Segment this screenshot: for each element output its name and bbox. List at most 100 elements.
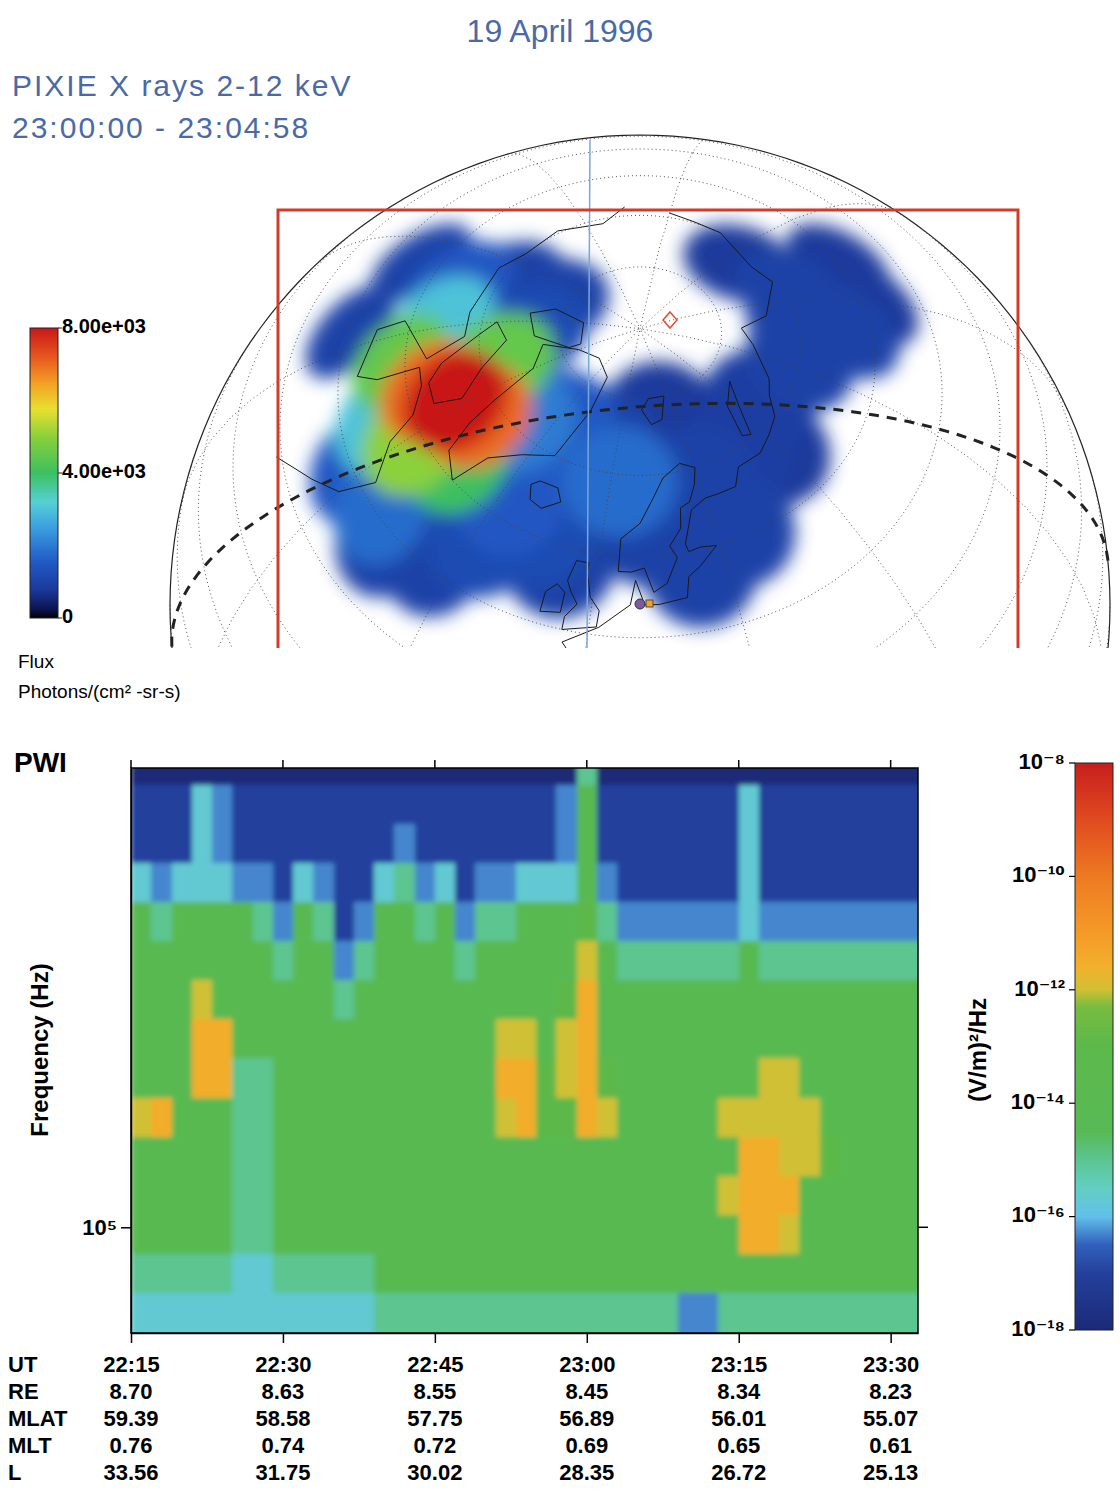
spectrogram-cell — [232, 768, 253, 785]
spectrogram-cell — [881, 901, 902, 941]
spectrogram-cell — [881, 1097, 902, 1137]
spectrogram-cell — [658, 1136, 679, 1176]
spectrogram-cell — [536, 1097, 557, 1137]
spectrogram-cell — [131, 1058, 152, 1098]
spectrogram-cell — [192, 1097, 213, 1137]
spectrogram-cell — [354, 1058, 375, 1098]
spectrogram-cell — [435, 768, 456, 785]
spectrogram-cell — [637, 1136, 658, 1176]
spectrogram-cell — [840, 901, 861, 941]
spectrogram-cell — [799, 1292, 820, 1333]
spectrogram-cell — [496, 823, 517, 863]
spectrogram-cell — [739, 784, 760, 824]
spectrogram-cell — [192, 862, 213, 902]
spectrogram-cell — [273, 940, 294, 980]
spectrogram-cells — [131, 768, 918, 1333]
spectrogram-cell — [273, 1292, 294, 1333]
spectrogram-cell — [779, 862, 800, 902]
spectrogram-cell — [536, 1292, 557, 1333]
spectrogram-cell — [313, 1019, 334, 1059]
spectrogram-cell — [617, 823, 638, 863]
spectrogram-cell — [556, 1136, 577, 1176]
spectrogram-cell — [577, 768, 598, 785]
x-axis-tick: 23:00 — [559, 1333, 615, 1377]
spectrogram-cell — [901, 1019, 918, 1059]
spectrogram-cell — [475, 862, 496, 902]
spectrogram-cell — [313, 1136, 334, 1176]
spectrogram-cell — [597, 1058, 618, 1098]
flux-sample — [683, 474, 795, 587]
spectrogram-cell — [334, 768, 355, 785]
spectrogram-cell — [172, 1058, 193, 1098]
spectrogram-cell — [273, 901, 294, 941]
spectrogram-cell — [718, 862, 739, 902]
spectrogram-cell — [354, 768, 375, 785]
x-axis-tick: 22:15 — [103, 1333, 159, 1377]
spectrogram-cell — [901, 862, 918, 902]
spectrogram-cell — [820, 1136, 841, 1176]
spectrogram-cell — [577, 1097, 598, 1137]
spectrogram-cell — [617, 980, 638, 1020]
ephemeris-value: 0.61 — [869, 1433, 912, 1458]
spectrogram-cell — [374, 1097, 395, 1137]
spectrogram-cell — [556, 1214, 577, 1254]
spectrogram-cell — [475, 980, 496, 1020]
spectrogram-cell — [313, 823, 334, 863]
spectrogram-cell — [131, 784, 152, 824]
ephemeris-value: 8.23 — [869, 1379, 912, 1404]
coastline — [528, 213, 775, 648]
spectrogram-cell — [718, 901, 739, 941]
spectrogram-cell — [334, 1097, 355, 1137]
spectrogram-cell — [151, 1019, 172, 1059]
spectrogram-cell — [516, 980, 537, 1020]
colorbar-tick-label: 10⁻¹⁶ — [1011, 1202, 1065, 1227]
spectrogram-cell — [779, 1136, 800, 1176]
ephemeris-value: 31.75 — [255, 1460, 310, 1485]
spectrogram-cell — [799, 1175, 820, 1215]
spectrogram-cell — [475, 1097, 496, 1137]
spectrogram-cell — [536, 1058, 557, 1098]
spectrogram-cell — [698, 823, 719, 863]
spectrogram-cell — [212, 1292, 233, 1333]
spectrogram-cell — [556, 940, 577, 980]
spectrogram-cell — [212, 1214, 233, 1254]
spectrogram-cell — [172, 980, 193, 1020]
spectrogram-cell — [394, 901, 415, 941]
spectrogram-cell — [739, 1019, 760, 1059]
spectrogram-cell — [415, 1175, 436, 1215]
ephemeris-value: 59.39 — [103, 1406, 158, 1431]
spectrogram-cell — [840, 1097, 861, 1137]
spectrogram-cell — [698, 1097, 719, 1137]
spectrogram-cell — [739, 1253, 760, 1293]
spectrogram-cell — [637, 1253, 658, 1293]
spectrogram-cell — [820, 862, 841, 902]
spectrogram-cell — [678, 1175, 699, 1215]
spectrogram-cell — [394, 1058, 415, 1098]
spectrogram-cell — [354, 980, 375, 1020]
spectrogram-cell — [212, 1175, 233, 1215]
spectrogram-cell — [131, 980, 152, 1020]
spectrogram-cell — [374, 1019, 395, 1059]
spectrogram-cell — [840, 980, 861, 1020]
spectrogram-cell — [799, 862, 820, 902]
spectrogram-cell — [192, 1214, 213, 1254]
spectrogram-cell — [455, 1214, 476, 1254]
spectrogram-cell — [374, 901, 395, 941]
spectrogram-cell — [860, 1292, 881, 1333]
spectrogram-cell — [881, 1175, 902, 1215]
spectrogram-cell — [455, 901, 476, 941]
spectrogram-cell — [678, 1097, 699, 1137]
spectrogram-cell — [658, 1214, 679, 1254]
spectrogram-cell — [658, 940, 679, 980]
spectrogram-cell — [901, 1214, 918, 1254]
spectrogram-cell — [313, 1214, 334, 1254]
map-panel — [170, 135, 1110, 648]
spectrogram-cell — [394, 980, 415, 1020]
spectrogram-cell — [658, 1097, 679, 1137]
spectrogram-cell — [536, 784, 557, 824]
spectrogram-cell — [759, 823, 780, 863]
spectrogram-cell — [293, 1253, 314, 1293]
spectrogram-cell — [212, 1019, 233, 1059]
spectrogram-cell — [577, 862, 598, 902]
spectrogram-cell — [556, 1097, 577, 1137]
